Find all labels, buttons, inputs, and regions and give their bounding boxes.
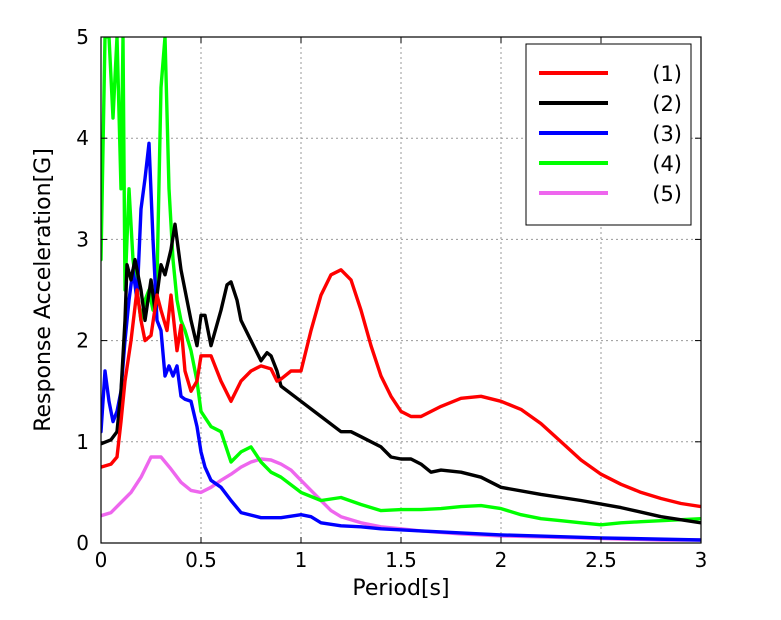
series-line-2: [101, 222, 701, 525]
series-line-1: [101, 268, 701, 509]
y-tick-label: 1: [76, 430, 89, 454]
x-tick-label: 0.5: [185, 548, 217, 572]
x-axis-label: Period[s]: [352, 576, 449, 601]
legend: (1) (2) (3) (4) (5): [525, 43, 692, 226]
legend-label-2: (2): [652, 92, 682, 116]
x-tick-label: 3: [695, 548, 708, 572]
series-line-4: [101, 37, 701, 527]
y-tick-label: 5: [76, 25, 89, 49]
legend-label-1: (1): [652, 62, 682, 86]
x-tick-label: 2.5: [585, 548, 617, 572]
legend-label-5: (5): [652, 182, 682, 206]
y-tick-label: 0: [76, 531, 89, 555]
y-tick-label: 4: [76, 126, 89, 150]
y-axis-label: Response Acceleration[G]: [31, 148, 56, 432]
legend-label-4: (4): [652, 152, 682, 176]
x-tick-label: 1: [295, 548, 308, 572]
tick-labels: 0 0.5 1 1.5 2 2.5 3 0 1 2 3 4 5: [76, 25, 707, 572]
legend-label-3: (3): [652, 122, 682, 146]
series-line-3: [101, 141, 701, 542]
y-tick-label: 2: [76, 329, 89, 353]
x-tick-label: 0: [95, 548, 108, 572]
x-tick-label: 2: [495, 548, 508, 572]
y-tick-label: 3: [76, 227, 89, 251]
x-tick-label: 1.5: [385, 548, 417, 572]
legend-entries: (1) (2) (3) (4) (5): [539, 62, 682, 206]
series-layer: [101, 37, 701, 542]
